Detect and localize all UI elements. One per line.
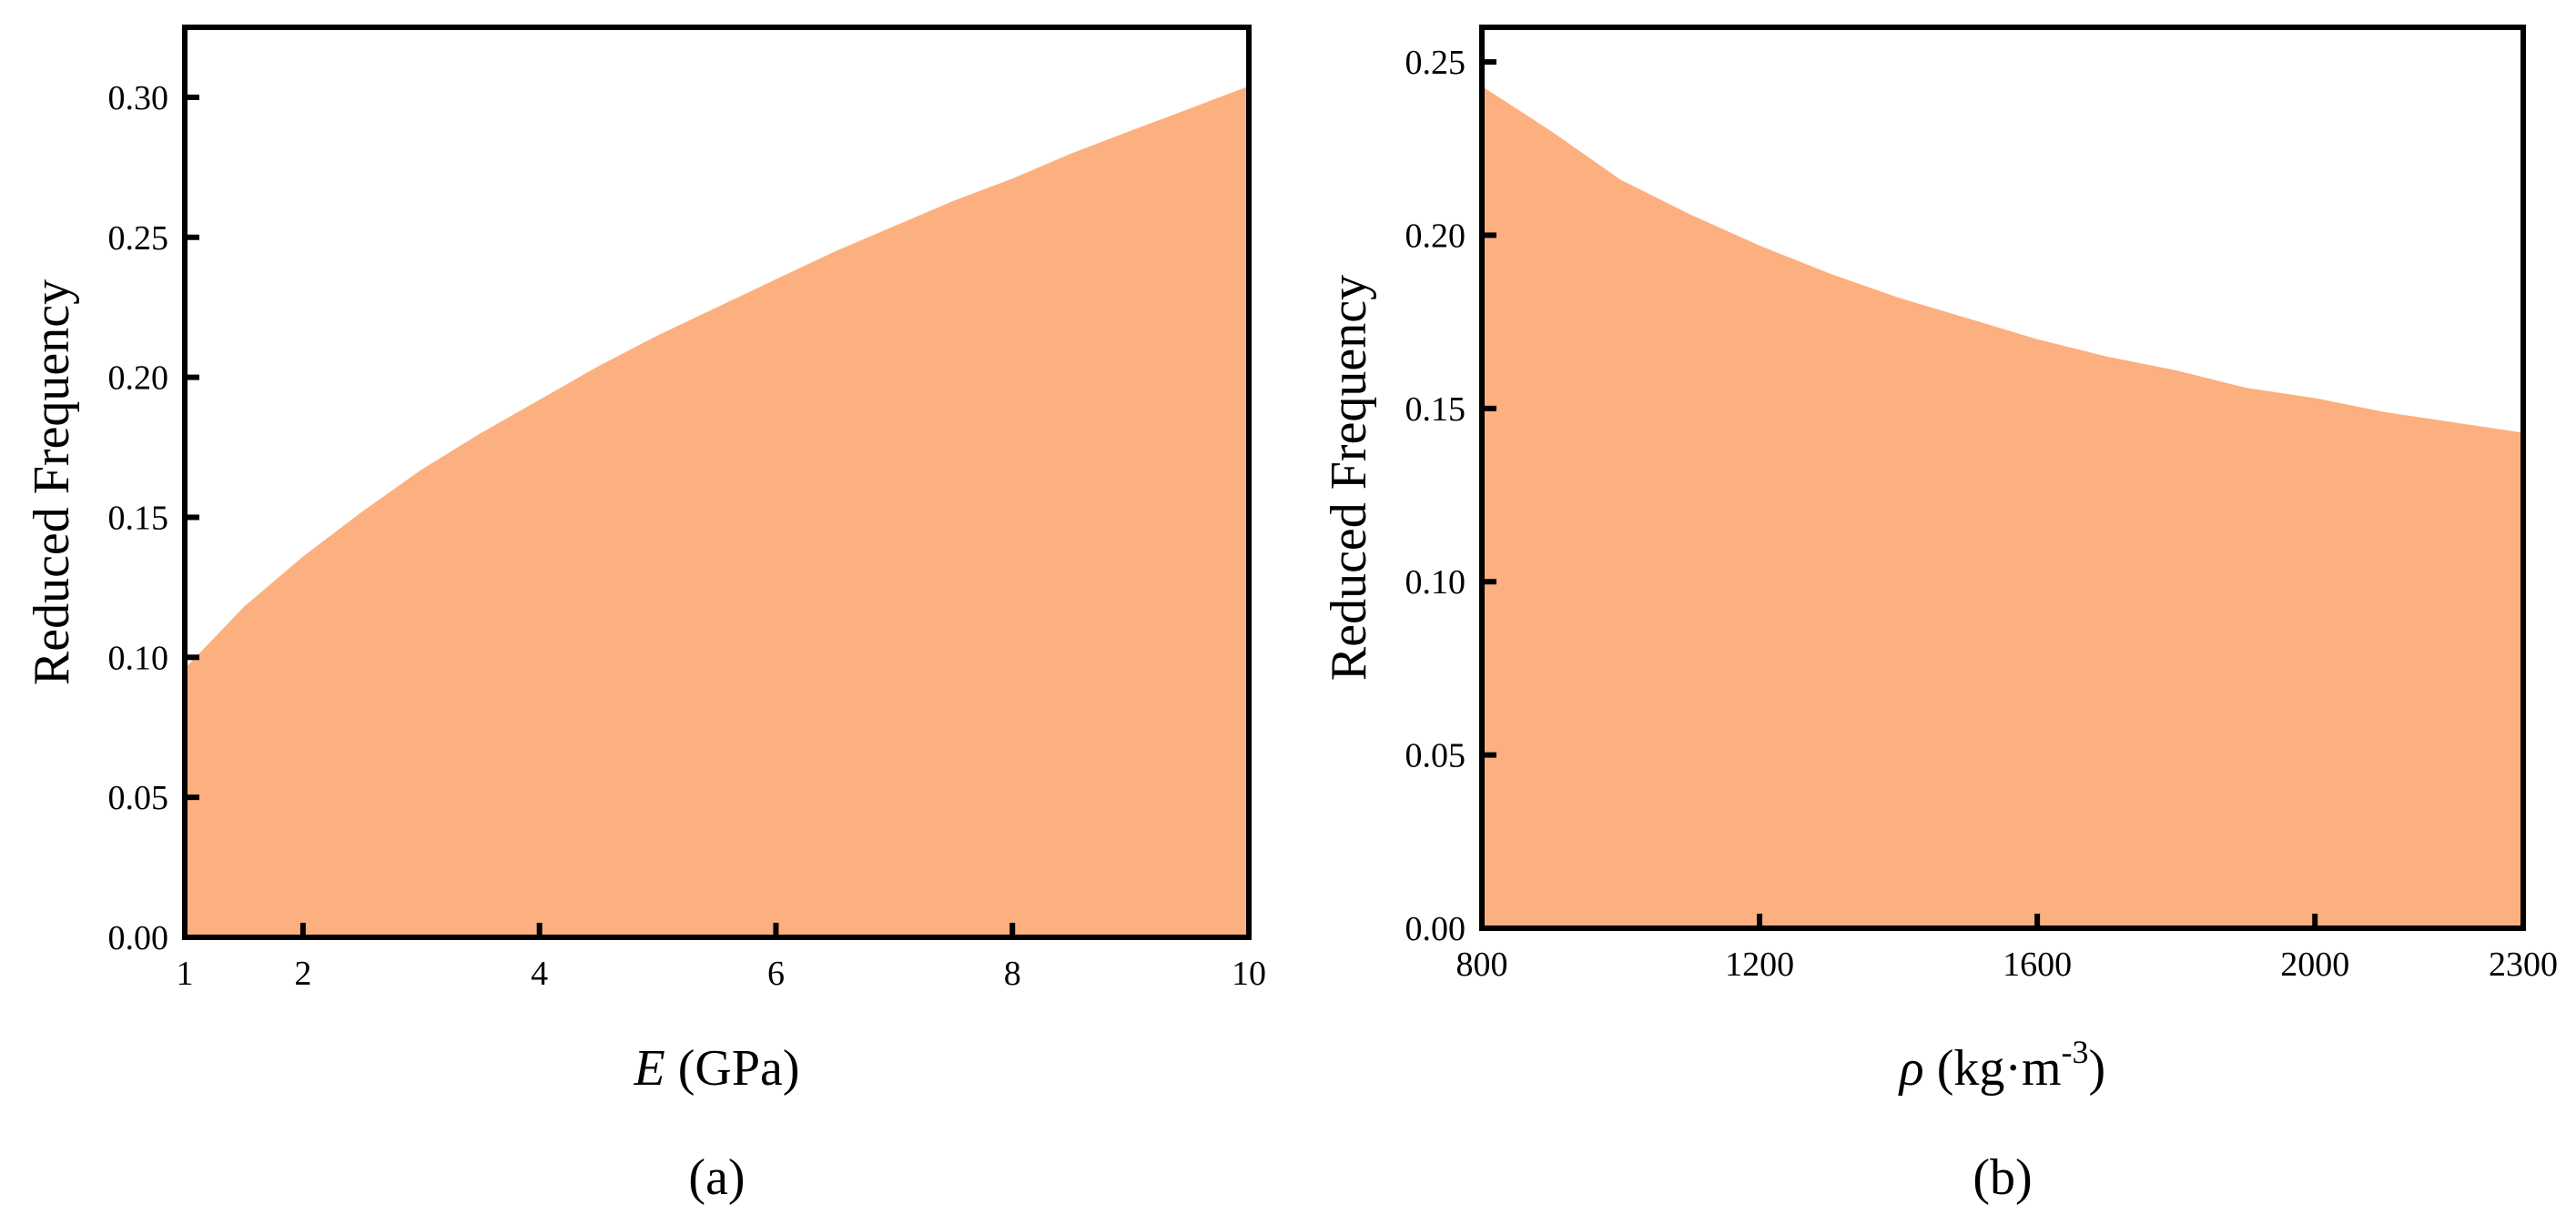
panel-a-xtick-label: 1 [177, 955, 194, 993]
panel-b-area [1482, 86, 2523, 928]
panel-a-ytick-label: 0.25 [108, 219, 169, 258]
panel-a-xtick-label: 6 [767, 955, 785, 993]
panel-a-xtick-label: 8 [1004, 955, 1021, 993]
panel-b-ytick-label: 0.05 [1405, 737, 1466, 775]
panel-b-ytick-label: 0.15 [1405, 390, 1466, 429]
panel-b-xtick-label: 2300 [2489, 946, 2558, 984]
panel-b-xtick-label: 1200 [1725, 946, 1794, 984]
panel-a-ytick-label: 0.30 [108, 79, 169, 117]
panel-b-xtick-label: 1600 [2003, 946, 2072, 984]
panel-b-ticks: 800 1200 1600 2000 2300 0.00 0.05 0.10 0.15 0.20 0… [1405, 44, 2559, 984]
panel-b-xlabel-close: ) [2089, 1040, 2106, 1097]
panel-a-xlabel-unit: (GPa) [665, 1040, 800, 1097]
panel-a-ytick-label: 0.00 [108, 919, 169, 957]
panel-a-xtick-label: 10 [1232, 955, 1266, 993]
panel-a-ticks: 1 2 4 6 8 10 0.00 0.05 0.10 0.15 0.20 0.25 0.30 [108, 79, 1267, 993]
panel-b-xlabel-unit: (kg·m [1924, 1040, 2062, 1097]
panel-a-xlabel: E (GPa) [634, 1040, 800, 1097]
panel-b-label: (b) [1973, 1149, 2032, 1206]
panel-b-ytick-label: 0.00 [1405, 910, 1466, 948]
panel-a-xtick-label: 4 [531, 955, 548, 993]
panel-b-xlabel-sup: -3 [2062, 1034, 2089, 1070]
panel-b-xtick-label: 800 [1456, 946, 1508, 984]
panel-a-xtick-label: 2 [294, 955, 311, 993]
panel-a-chart: 1 2 4 6 8 10 0.00 0.05 0.10 0.15 0.20 0.25 0.30 Redu… [24, 25, 1267, 1206]
panel-b-chart: 800 1200 1600 2000 2300 0.00 0.05 0.10 0.15 0.20 0… [1321, 25, 2559, 1206]
panel-b-frame [1479, 25, 2526, 931]
panel-b-xlabel: ρ (kg·m-3) [1898, 1034, 2105, 1097]
panel-b-xtick-label: 2000 [2280, 946, 2349, 984]
panel-b-ytick-label: 0.25 [1405, 44, 1466, 82]
panel-b-ytick-label: 0.10 [1405, 563, 1466, 602]
panel-a-ytick-label: 0.10 [108, 639, 169, 677]
panel-b-ytick-label: 0.20 [1405, 217, 1466, 255]
panel-b-xlabel-symbol: ρ [1898, 1040, 1924, 1097]
panel-a-ytick-label: 0.05 [108, 779, 169, 817]
panel-a-frame [182, 25, 1252, 940]
panel-a-xlabel-symbol: E [634, 1040, 665, 1097]
panel-b-ylabel: Reduced Frequency [1321, 275, 1377, 681]
panel-a-label: (a) [688, 1149, 745, 1206]
panel-a-ytick-label: 0.15 [108, 499, 169, 537]
panel-a-ylabel: Reduced Frequency [24, 279, 80, 685]
panel-a-ytick-label: 0.20 [108, 359, 169, 398]
panel-a-area [185, 86, 1249, 938]
